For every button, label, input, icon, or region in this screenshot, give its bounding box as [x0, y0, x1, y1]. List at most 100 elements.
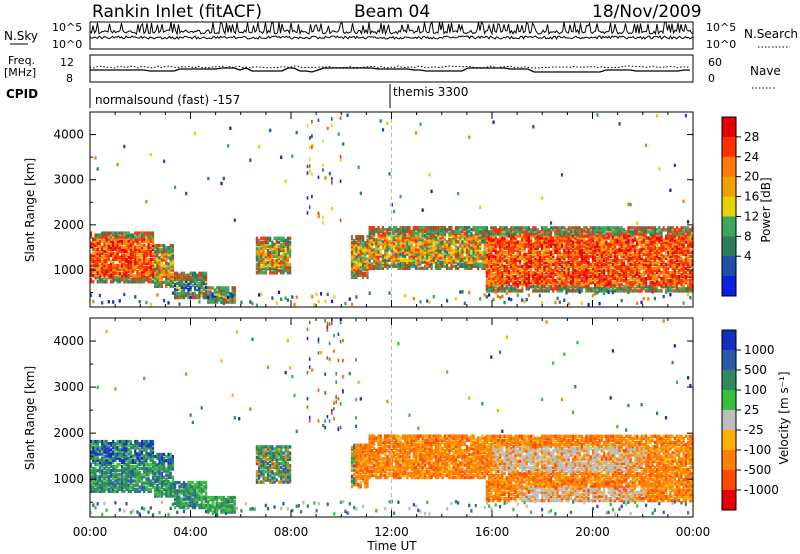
echo-cell [530, 250, 533, 254]
echo-cell [474, 252, 477, 256]
echo-cell [463, 258, 466, 262]
echo-cell [651, 254, 654, 258]
echo-cell [401, 250, 404, 254]
echo-cell [114, 278, 117, 282]
echo-cell [558, 240, 561, 244]
echo-cell [485, 266, 488, 271]
echo-cell [419, 252, 422, 256]
echo-cell [392, 242, 396, 246]
echo-cell [552, 240, 555, 244]
echo-cell [614, 268, 617, 273]
echo-cell [160, 268, 163, 272]
echo-cell [370, 264, 373, 268]
echo-cell [611, 236, 614, 240]
echo-cell [499, 285, 502, 289]
echo-cell [594, 270, 597, 275]
echo-cell [260, 254, 263, 259]
echo-cell [401, 258, 404, 262]
echo-cell [211, 298, 214, 302]
echo-cell [428, 173, 431, 177]
echo-cell [277, 250, 281, 255]
echo-cell [474, 242, 477, 246]
echo-cell [118, 255, 121, 260]
echo-cell [594, 266, 597, 271]
echo-cell [609, 283, 612, 287]
echo-cell [143, 253, 146, 258]
echo-cell [633, 238, 637, 242]
echo-cell [627, 279, 630, 283]
echo-cell [377, 244, 380, 248]
echo-cell [397, 240, 400, 244]
echo-cell [171, 291, 174, 295]
echo-cell [373, 252, 376, 256]
echo-cell [415, 252, 418, 256]
echo-cell [625, 252, 628, 256]
echo-cell [492, 242, 495, 246]
echo-cell [662, 228, 665, 232]
echo-cell [618, 283, 621, 287]
echo-cell [609, 285, 612, 289]
echo-cell [123, 263, 126, 268]
echo-cell [554, 281, 557, 285]
echo-cell [518, 272, 522, 277]
echo-cell [260, 265, 263, 269]
echo-cell [169, 260, 172, 264]
echo-cell [364, 263, 367, 267]
echo-cell [479, 230, 482, 234]
echo-cell [397, 254, 400, 258]
echo-cell [368, 250, 371, 254]
echo-cell [218, 286, 221, 290]
echo-cell [662, 248, 665, 252]
echo-cell [682, 283, 685, 287]
echo-cell [645, 279, 648, 283]
echo-cell [618, 244, 621, 248]
echo-cell [532, 283, 535, 287]
echo-cell [514, 268, 517, 273]
echo-cell [521, 270, 524, 275]
echo-cell [331, 180, 333, 185]
echo-cell [149, 263, 152, 268]
echo-cell [476, 230, 480, 234]
echo-cell [377, 236, 380, 240]
beam-title: Beam 04 [354, 2, 430, 22]
echo-cell [362, 255, 365, 259]
echo-cell [443, 226, 446, 230]
echo-cell [496, 260, 499, 265]
echo-cell [160, 262, 163, 266]
echo-cell [492, 234, 495, 238]
echo-cell [591, 260, 595, 265]
echo-cell [523, 256, 526, 261]
echo-cell [633, 252, 637, 256]
echo-cell [594, 272, 597, 277]
echo-cell [138, 247, 141, 251]
echo-cell [647, 274, 650, 279]
echo-cell [605, 232, 608, 236]
echo-cell [419, 246, 422, 250]
echo-cell [421, 260, 424, 264]
echo-cell [642, 226, 645, 230]
echo-cell [682, 238, 685, 242]
echo-cell [169, 264, 172, 268]
echo-cell [273, 267, 276, 271]
echo-cell [220, 286, 223, 290]
echo-cell [490, 272, 493, 277]
echo-cell [428, 246, 431, 250]
echo-cell [275, 271, 278, 275]
echo-cell [423, 236, 427, 240]
echo-cell [640, 232, 643, 236]
echo-cell [463, 232, 466, 236]
echo-cell [600, 244, 603, 248]
echo-cell [452, 234, 455, 238]
echo-cell [576, 274, 579, 279]
echo-cell [538, 236, 541, 240]
echo-cell [441, 232, 444, 236]
echo-cell [459, 250, 462, 254]
echo-cell [105, 265, 108, 270]
echo-cell [138, 267, 141, 272]
echo-cell [505, 277, 508, 281]
echo-cell [653, 277, 656, 281]
echo-cell [101, 259, 104, 264]
echo-cell [282, 260, 285, 265]
echo-cell [523, 270, 526, 275]
echo-cell [496, 277, 499, 281]
